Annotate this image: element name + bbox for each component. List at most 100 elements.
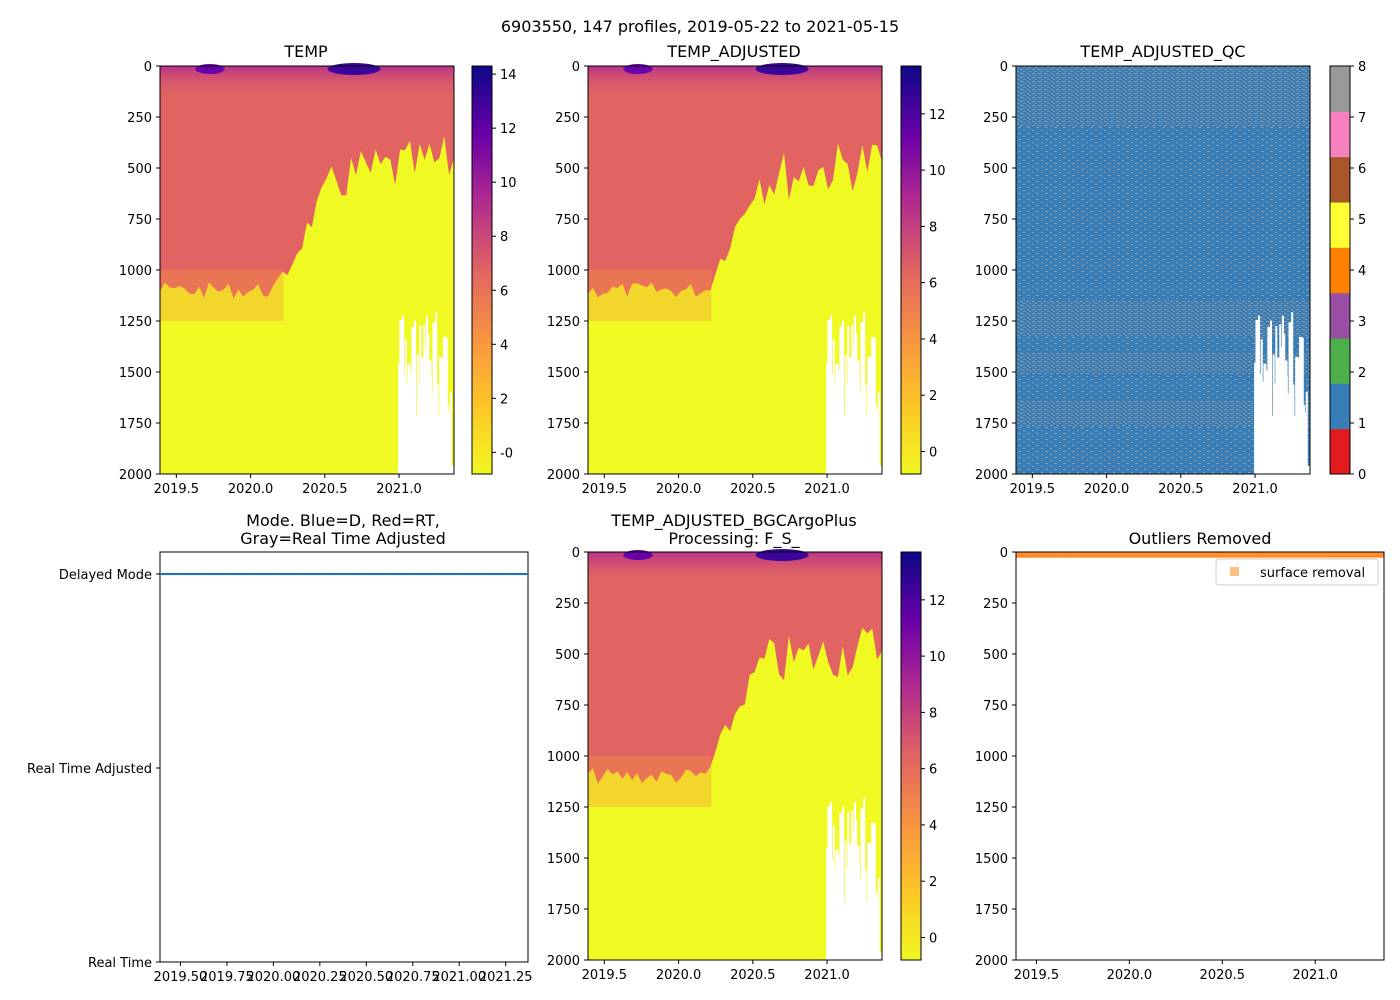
qc-missing-profile-gap (1291, 312, 1294, 475)
missing-profile-gap (859, 879, 862, 961)
mode-point (368, 572, 371, 576)
missing-profile-gap (857, 861, 860, 961)
mode-point (221, 572, 225, 576)
mode-point (194, 572, 197, 576)
mode-point (231, 572, 235, 576)
surface-removal-point (1016, 555, 1019, 559)
mode-point (176, 572, 179, 576)
surface-removal-point (1301, 555, 1304, 559)
colorbar-gradient (900, 551, 922, 961)
x-tick-label: 2020.0 (1107, 968, 1153, 983)
x-tick-label: 2020.5 (730, 482, 776, 497)
panel-mode: Mode. Blue=D, Red=RT, Gray=Real Time Adj… (27, 511, 533, 985)
panel-temp-adjusted-colorbar: 0 2 4 6 8 10 12 (900, 65, 946, 475)
qc-colorbar-segment-5 (1330, 202, 1350, 248)
mode-point (239, 572, 242, 576)
missing-profile-gap (864, 384, 867, 475)
x-tick-label: 2021.0 (804, 482, 850, 497)
mode-point (456, 572, 459, 576)
mode-point (488, 572, 492, 576)
missing-profile-gap (436, 384, 439, 475)
surface-removal-point (1266, 555, 1269, 559)
qc-colorbar-segment-4 (1330, 247, 1350, 294)
x-tick-label: 2020.5 (730, 968, 776, 983)
mode-point (320, 572, 323, 576)
qc-missing-deep-data (1254, 465, 1310, 475)
surface-removal-point (1053, 555, 1057, 559)
surface-removal-point (1083, 555, 1087, 559)
qc-missing-profile-gap (1272, 354, 1275, 475)
panel-temp-xticks: 2019.5 2020.0 2020.5 2021.0 (154, 474, 422, 497)
missing-profile-gap (852, 832, 855, 961)
y-tick-label: 750 (127, 213, 152, 228)
x-tick-label: 2019.75 (200, 970, 254, 985)
missing-profile-gap (851, 324, 854, 475)
mode-point (191, 572, 194, 576)
qc-missing-profile-gap (1259, 374, 1262, 475)
y-tick-label: 250 (555, 597, 580, 612)
surface-removal-point (1378, 555, 1382, 559)
surface-removal-point (1373, 555, 1377, 559)
surface-removal-point (1256, 555, 1259, 559)
surface-removal-point (1201, 555, 1204, 559)
panel-outliers: Outliers Removed 2019.5 2020.0 2020.5 2021.… (975, 529, 1385, 983)
mode-point (398, 572, 401, 576)
missing-profile-gap (868, 356, 871, 475)
y-tick-label: 1250 (547, 801, 580, 816)
mode-point (514, 572, 517, 576)
legend-label-surface-removal: surface removal (1260, 566, 1365, 581)
surface-removal-point (1283, 555, 1287, 559)
mode-point (413, 572, 416, 576)
mode-point (345, 572, 348, 576)
missing-profile-gap (403, 374, 406, 475)
y-tick-label: 1750 (975, 417, 1008, 432)
y-tick-label: 0 (572, 60, 580, 75)
panel-outliers-series (1016, 552, 1384, 559)
missing-profile-gap (842, 806, 845, 961)
mode-point (509, 572, 512, 576)
y-tick-label: 250 (983, 111, 1008, 126)
panel-temp-adjusted-heatmap (588, 63, 882, 475)
surface-removal-point (1228, 555, 1232, 559)
x-tick-label: 2021.0 (804, 968, 850, 983)
panel-qc-yticks: 0 250 500 750 1000 1250 1500 1750 2000 (975, 60, 1016, 483)
missing-profile-gap (828, 843, 831, 961)
surface-removal-point (1203, 555, 1207, 559)
y-tick-label: 1500 (119, 366, 152, 381)
qc-missing-profile-gap (1266, 370, 1269, 475)
mode-point (463, 572, 467, 576)
y-tick-label: 1500 (547, 366, 580, 381)
colorbar-tick-label: 2 (500, 392, 508, 407)
colorbar-tick-label: 12 (929, 108, 946, 123)
surface-removal-point (1281, 555, 1284, 559)
surface-removal-point (1346, 555, 1349, 559)
surface-removal-point (1263, 555, 1267, 559)
mode-point (244, 572, 247, 576)
surface-removal-point (1128, 555, 1132, 559)
missing-profile-gap (416, 354, 419, 475)
mode-point (262, 572, 265, 576)
mode-point (418, 572, 421, 576)
surface-maximum-2020 (755, 63, 809, 75)
missing-profile-gap (859, 393, 862, 475)
mode-point (173, 572, 177, 576)
missing-profile-gap (865, 415, 868, 475)
surface-removal-point (1111, 555, 1114, 559)
surface-removal-point (1218, 555, 1222, 559)
missing-profile-gap (410, 370, 413, 475)
x-tick-label: 2020.5 (1158, 482, 1204, 497)
y-tick-label: 750 (555, 213, 580, 228)
missing-profile-gap (441, 358, 444, 475)
mode-point (443, 572, 447, 576)
transition-zone (588, 756, 712, 807)
colorbar-tick-label: 0 (929, 445, 937, 460)
missing-profile-gap (869, 358, 872, 475)
colorbar-tick-label: 12 (929, 594, 946, 609)
y-tick-label: 1250 (975, 801, 1008, 816)
mode-point (423, 572, 426, 576)
surface-removal-point (1171, 555, 1174, 559)
missing-profile-gap (852, 346, 855, 475)
colorbar-gradient (471, 65, 493, 475)
surface-removal-point (1036, 555, 1039, 559)
panel-temp-bgc: TEMP_ADJUSTED_BGCArgoPlus Processing: F_… (547, 511, 946, 983)
